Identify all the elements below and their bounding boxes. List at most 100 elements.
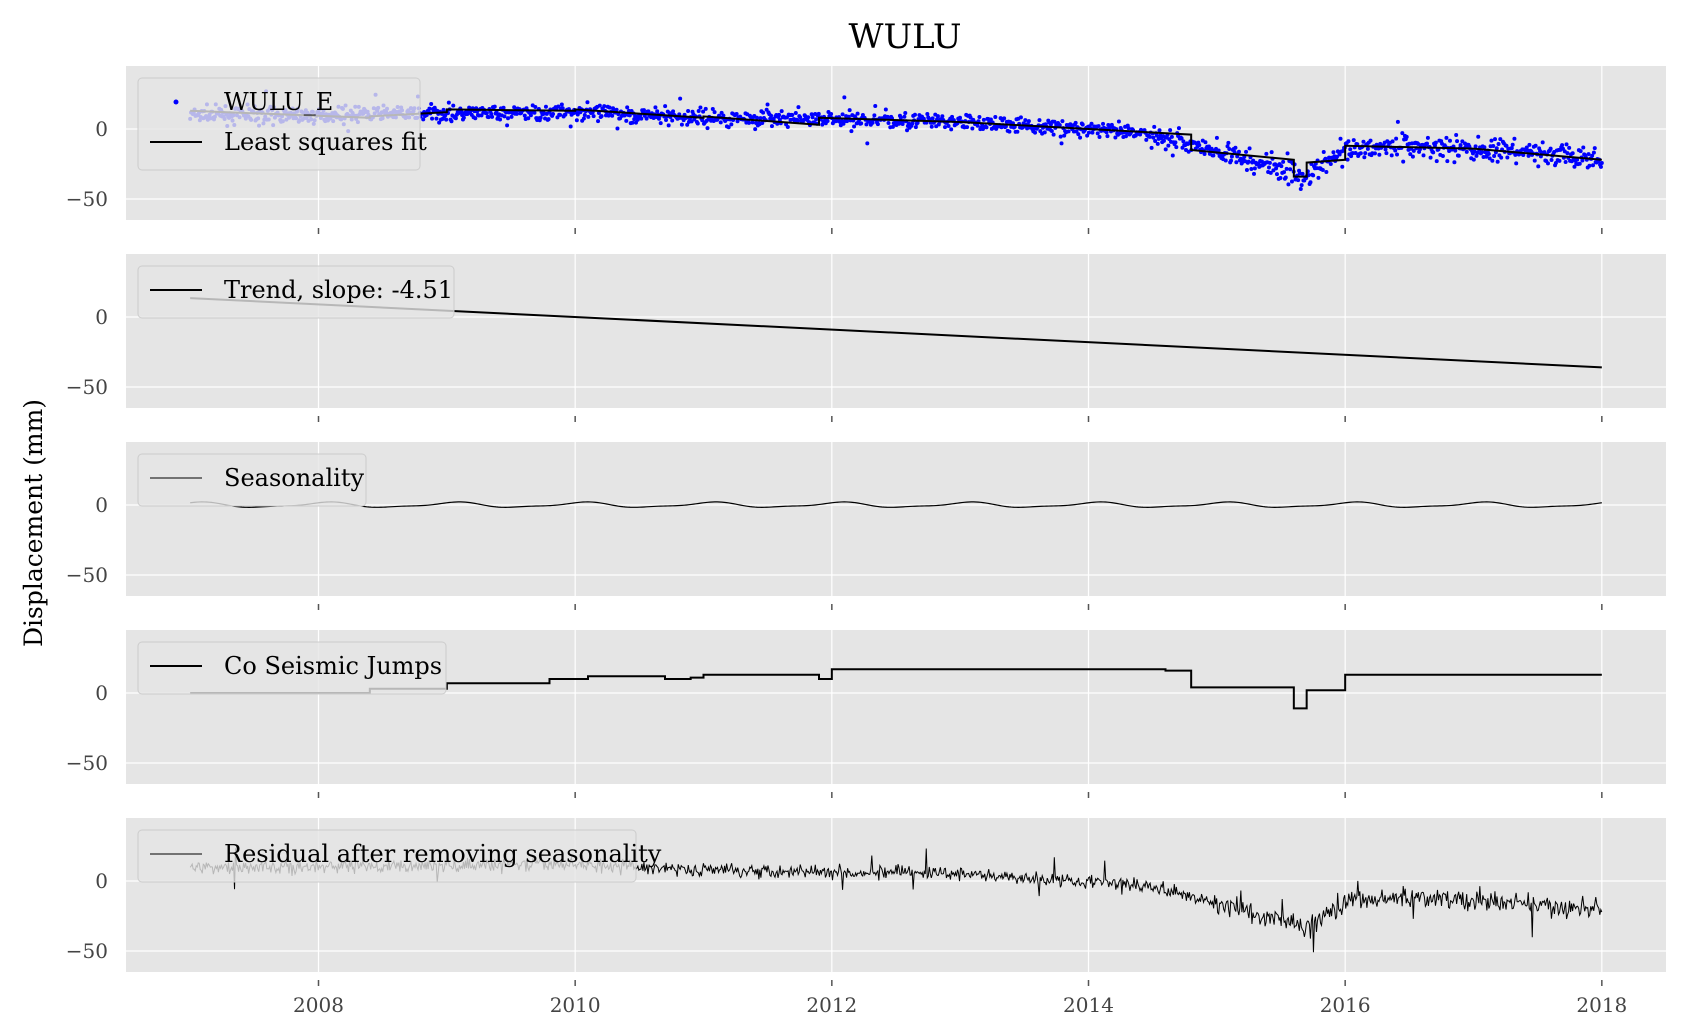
data-point [1445,159,1450,164]
data-point [678,96,683,101]
data-point [705,126,710,131]
data-point [1176,126,1181,131]
data-point [1066,129,1071,134]
data-point [898,115,903,120]
data-point [905,128,910,133]
data-point [1545,161,1550,166]
data-point [1166,143,1171,148]
data-point [1105,134,1110,139]
data-point [602,104,607,109]
data-point [1526,153,1531,158]
data-point [735,119,740,124]
data-point [806,115,811,120]
data-point [1152,124,1157,129]
data-point [958,115,963,120]
data-point [883,107,888,112]
data-point [1447,138,1452,143]
data-point [1320,167,1325,172]
data-point [449,119,454,124]
data-point [925,112,930,117]
data-point [1575,157,1580,162]
data-point [1499,155,1504,160]
plot-background [126,442,1666,596]
data-point [940,114,945,119]
y-tick-label: −50 [66,375,108,399]
data-point [1234,160,1239,165]
data-point [1431,150,1436,155]
data-point [1227,146,1232,151]
data-point [886,121,891,126]
data-point [1216,148,1221,153]
data-point [1249,167,1254,172]
data-point [1341,148,1346,153]
data-point [437,120,442,125]
data-point [1590,153,1595,158]
data-point [852,124,857,129]
data-point [1283,175,1288,180]
legend-label: Trend, slope: -4.51 [224,276,453,304]
data-point [1033,130,1038,135]
data-point [1153,139,1158,144]
data-point [1170,153,1175,158]
data-point [1229,154,1234,159]
data-point [695,121,700,126]
data-point [1471,157,1476,162]
data-point [1116,119,1121,124]
data-point [1052,119,1057,124]
data-point [453,116,458,121]
legend: Residual after removing seasonality [137,829,662,883]
data-point [1246,159,1251,164]
data-point [785,125,790,130]
data-point [1494,146,1499,151]
data-point [1324,169,1329,174]
data-point [814,117,819,122]
data-point [1026,119,1031,124]
data-point [1487,156,1492,161]
data-point [658,121,663,126]
data-point [1058,134,1063,139]
data-point [750,120,755,125]
data-point [903,110,908,115]
data-point [993,115,998,120]
data-point [1565,151,1570,156]
data-point [502,114,507,119]
data-point [796,105,801,110]
data-point [1236,149,1241,154]
data-point [1498,137,1503,142]
data-point [777,112,782,117]
chart-title: WULU [849,17,962,57]
y-tick-label: 0 [95,869,108,893]
data-point [1173,140,1178,145]
data-point [1080,122,1085,127]
data-point [461,115,466,120]
data-point [1232,150,1237,155]
data-point [1057,123,1062,128]
data-point [779,109,784,114]
data-point [538,115,543,120]
data-point [1233,145,1238,150]
data-point [1340,164,1345,169]
data-point [875,122,880,127]
data-point [1456,153,1461,158]
data-point [430,116,435,121]
panel-jumps: 0 −50 Co Seismic Jumps [66,630,1666,798]
data-point [902,114,907,119]
data-point [1532,158,1537,163]
legend-label: Co Seismic Jumps [224,652,442,680]
data-point [1284,166,1289,171]
data-point [563,112,568,117]
legend-box [137,641,447,695]
data-point [1306,173,1311,178]
data-point [912,112,917,117]
data-point [1149,145,1154,150]
data-point [509,114,514,119]
data-point [655,109,660,114]
data-point [1211,153,1216,158]
data-point [1510,142,1515,147]
y-tick-label: 0 [95,117,108,141]
data-point [1425,135,1430,140]
data-point [1433,140,1438,145]
data-point [734,111,739,116]
data-point [484,111,489,116]
data-point [721,113,726,118]
